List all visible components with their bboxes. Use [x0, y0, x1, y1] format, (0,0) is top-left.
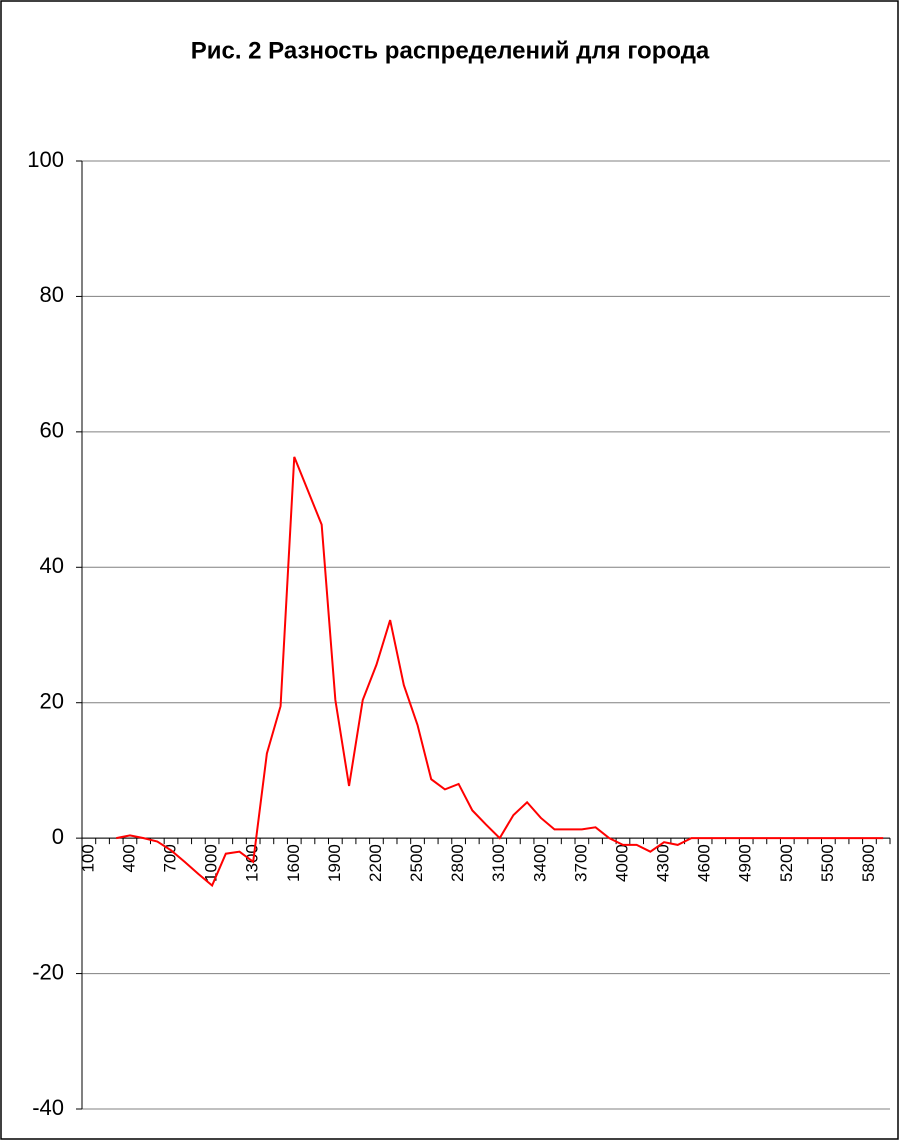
y-tick-label: 80: [40, 282, 64, 307]
x-tick-label: 5800: [859, 844, 878, 882]
x-tick-label: 3100: [489, 844, 508, 882]
x-tick-label: 400: [119, 844, 138, 872]
x-tick-label: 3400: [530, 844, 549, 882]
x-tick-label: 1300: [243, 844, 262, 882]
x-tick-label: 4300: [654, 844, 673, 882]
x-tick-label: 1000: [202, 844, 221, 882]
x-tick-label: 1600: [284, 844, 303, 882]
x-tick-label: 5200: [777, 844, 796, 882]
x-tick-label: 4900: [736, 844, 755, 882]
y-tick-label: 60: [40, 418, 64, 443]
y-tick-label: 0: [52, 824, 64, 849]
y-tick-label: 100: [27, 147, 64, 172]
data-line: [116, 456, 884, 888]
y-tick-label: -40: [32, 1095, 64, 1120]
x-tick-label: 700: [161, 844, 180, 872]
y-tick-label: -20: [32, 959, 64, 984]
x-tick-label: 2500: [407, 844, 426, 882]
x-tick-label: 1900: [325, 844, 344, 882]
x-tick-label: 2800: [448, 844, 467, 882]
x-tick-label: 100: [78, 844, 97, 872]
x-tick-label: 4000: [612, 844, 631, 882]
x-tick-label: 2200: [366, 844, 385, 882]
y-tick-label: 40: [40, 553, 64, 578]
x-tick-label: 4600: [695, 844, 714, 882]
chart-title: Рис. 2 Разность распределений для города: [191, 37, 710, 64]
x-tick-label: 5500: [818, 844, 837, 882]
x-tick-label: 3700: [571, 844, 590, 882]
y-tick-label: 20: [40, 689, 64, 714]
